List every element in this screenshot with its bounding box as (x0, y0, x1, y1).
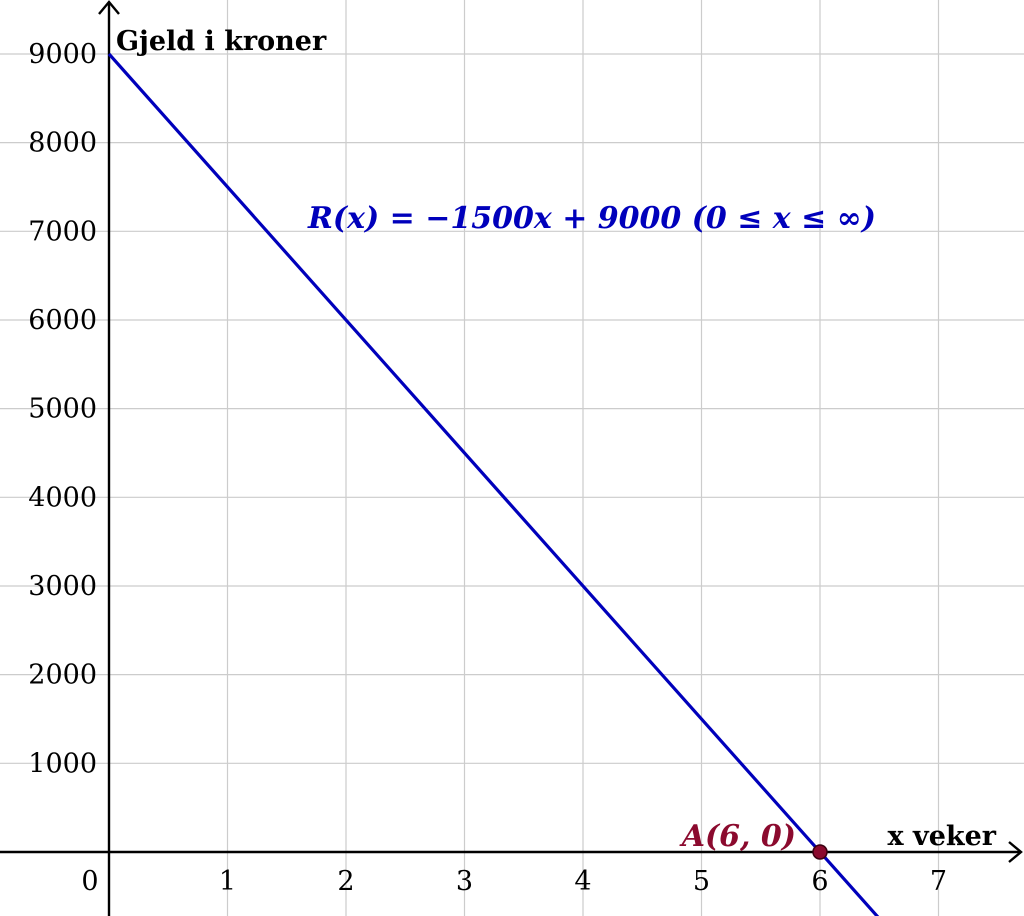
y-tick-label: 7000 (28, 216, 97, 247)
y-tick-label: 6000 (28, 305, 97, 336)
y-tick-label: 1000 (28, 748, 97, 779)
series-layer: R(x) = −1500x + 9000 (0 ≤ x ≤ ∞) (107, 52, 880, 916)
x-axis-arrow (1008, 841, 1023, 863)
x-axis-label: x veker (888, 821, 997, 852)
y-tick-labels: 1000 2000 3000 4000 5000 6000 7000 8000 9000 (28, 39, 97, 779)
x-tick-label: 1 (219, 866, 236, 897)
y-tick-label: 8000 (28, 128, 97, 159)
y-tick-label: 3000 (28, 571, 97, 602)
x-tick-label: 2 (337, 866, 354, 897)
x-tick-label: 5 (693, 866, 710, 897)
y-axis-arrow (98, 0, 120, 15)
points-layer: A(6, 0) (679, 819, 828, 860)
point-label: A(6, 0) (679, 819, 796, 854)
y-axis-label: Gjeld i kroner (116, 26, 327, 57)
x-tick-label: 4 (574, 866, 591, 897)
y-tick-label: 4000 (28, 482, 97, 513)
x-tick-label: 6 (811, 866, 828, 897)
x-tick-label: 3 (456, 866, 473, 897)
x-tick-label: 7 (930, 866, 947, 897)
y-tick-label: 9000 (28, 39, 97, 70)
series-label: R(x) = −1500x + 9000 (0 ≤ x ≤ ∞) (307, 201, 876, 236)
origin-label: 0 (81, 866, 98, 897)
series-line (107, 52, 880, 916)
point-marker (812, 844, 828, 860)
x-tick-labels: 1 2 3 4 5 6 7 (219, 866, 947, 897)
y-tick-label: 2000 (28, 660, 97, 691)
y-tick-label: 5000 (28, 394, 97, 425)
